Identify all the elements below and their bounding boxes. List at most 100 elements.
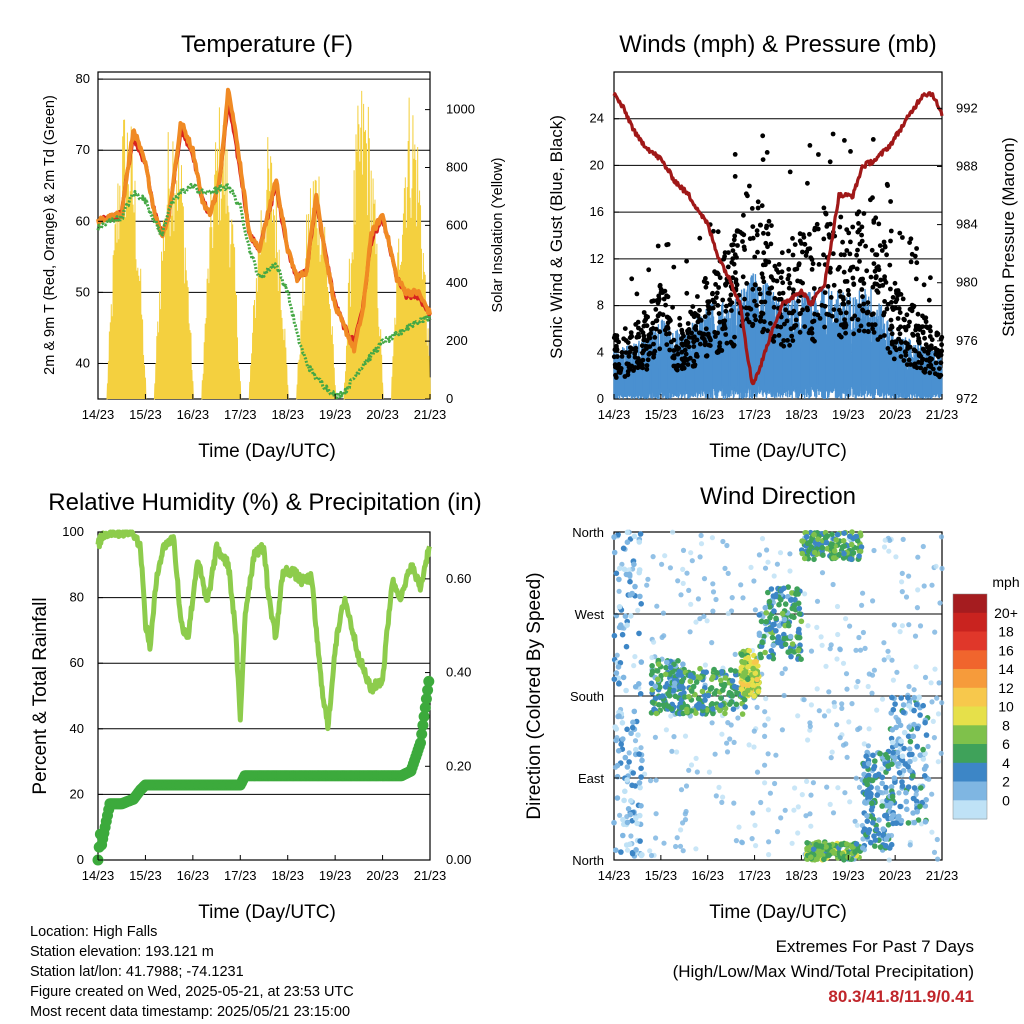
direction-point <box>611 534 617 540</box>
gust-point <box>864 268 870 274</box>
direction-point <box>882 537 888 543</box>
gust-point <box>745 193 750 199</box>
gust-point <box>726 250 731 256</box>
gust-point <box>785 338 790 343</box>
direction-point <box>914 725 921 732</box>
gust-point <box>790 252 796 258</box>
gust-point <box>764 150 770 155</box>
direction-point <box>901 745 907 752</box>
gust-point <box>745 312 750 317</box>
direction-points <box>611 529 945 863</box>
gust-point <box>691 339 696 345</box>
direction-point <box>869 690 875 696</box>
gust-point <box>769 223 774 229</box>
direction-point <box>838 841 845 848</box>
direction-point <box>884 754 891 761</box>
gust-point <box>837 264 842 270</box>
gust-point <box>671 264 677 270</box>
direction-point <box>896 770 903 776</box>
direction-point <box>879 803 885 809</box>
gust-point <box>662 327 668 333</box>
gust-point <box>904 362 910 367</box>
x-tick-label: 15/23 <box>645 407 678 422</box>
gust-point <box>806 330 812 336</box>
y2-tick-label: 992 <box>956 100 978 115</box>
gust-point <box>694 312 699 317</box>
gust-point <box>850 264 856 270</box>
direction-point <box>745 676 751 683</box>
direction-point <box>770 642 777 649</box>
direction-point <box>896 790 902 796</box>
direction-point <box>828 642 834 648</box>
gust-point <box>877 283 882 289</box>
direction-point <box>928 680 934 686</box>
direction-point <box>887 537 893 544</box>
gust-point <box>830 251 836 257</box>
direction-point <box>914 743 920 750</box>
x-tick-label: 14/23 <box>82 407 115 422</box>
direction-point <box>853 533 859 540</box>
gust-point <box>900 296 906 302</box>
gust-point <box>679 341 685 347</box>
direction-point <box>781 692 787 699</box>
direction-point <box>788 613 795 620</box>
direction-point <box>626 759 632 765</box>
direction-point <box>938 750 944 756</box>
gust-point <box>765 328 770 334</box>
direction-point <box>934 695 940 701</box>
gust-point <box>730 248 736 254</box>
direction-point <box>860 836 866 842</box>
direction-point <box>619 720 626 726</box>
gust-point <box>792 242 798 248</box>
direction-point <box>787 568 793 574</box>
direction-point <box>668 713 674 719</box>
direction-point <box>683 783 690 789</box>
direction-point <box>686 767 692 773</box>
y-tick-label: North <box>572 525 604 540</box>
direction-point <box>932 666 938 672</box>
y-tick-label: 50 <box>76 284 90 299</box>
gust-point <box>884 252 889 258</box>
gust-point <box>640 330 646 336</box>
gust-point <box>628 330 634 335</box>
direction-point <box>765 716 771 722</box>
gust-point <box>779 269 785 275</box>
direction-point <box>616 588 622 594</box>
gust-point <box>790 236 795 241</box>
gust-point <box>923 315 929 321</box>
x-tick-label: 17/23 <box>738 407 771 422</box>
direction-point <box>611 632 618 639</box>
direction-point <box>893 554 899 560</box>
humidity-x-axis-label: Time (Day/UTC) <box>198 902 336 923</box>
gust-point <box>641 310 647 315</box>
gust-point <box>822 324 827 330</box>
direction-point <box>920 746 926 753</box>
direction-point <box>762 780 768 786</box>
direction-point <box>910 733 917 740</box>
direction-x-axis-label: Time (Day/UTC) <box>709 902 847 923</box>
gust-point <box>885 346 891 351</box>
direction-point <box>702 697 708 703</box>
direction-point <box>628 730 634 737</box>
direction-point <box>877 844 884 850</box>
direction-point <box>852 849 858 855</box>
direction-point <box>869 800 875 806</box>
gust-point <box>805 246 811 252</box>
direction-point <box>677 843 684 849</box>
direction-point <box>620 736 626 742</box>
direction-point <box>624 764 631 770</box>
direction-point <box>816 851 823 857</box>
colorbar-label: 10 <box>998 699 1014 715</box>
direction-point <box>709 535 716 541</box>
x-tick-label: 18/23 <box>785 407 818 422</box>
gust-point <box>905 323 911 329</box>
gust-point <box>837 289 843 294</box>
direction-point <box>639 757 645 764</box>
direction-point <box>750 665 756 672</box>
direction-point <box>681 690 687 696</box>
x-tick-label: 19/23 <box>832 868 865 883</box>
direction-point <box>628 613 634 619</box>
direction-point <box>850 550 857 556</box>
direction-point <box>872 758 878 764</box>
x-tick-label: 15/23 <box>645 868 678 883</box>
